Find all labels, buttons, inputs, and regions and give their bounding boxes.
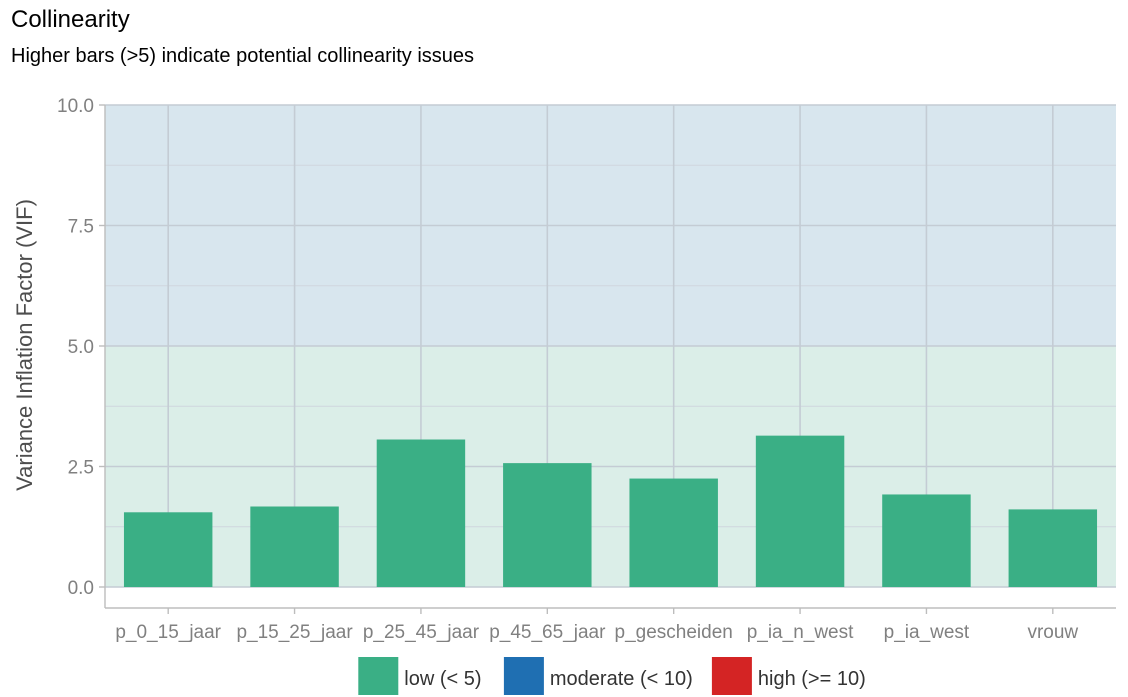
x-tick-label: p_45_65_jaar [489, 622, 606, 643]
bar-p_ia_west [882, 494, 971, 587]
y-tick-label: 2.5 [68, 458, 94, 479]
bar-p_gescheiden [629, 478, 718, 587]
y-axis-title: Variance Inflation Factor (VIF) [12, 199, 37, 491]
legend-label: high (>= 10) [758, 668, 866, 690]
chart-title: Collinearity [11, 6, 130, 33]
bar-p_45_65_jaar [503, 463, 592, 587]
y-tick-label: 5.0 [68, 337, 94, 358]
y-tick-label: 10.0 [57, 96, 94, 117]
legend-label: low (< 5) [404, 668, 481, 690]
x-tick-label: vrouw [1027, 622, 1078, 643]
bar-p_ia_n_west [755, 435, 845, 587]
x-tick-label: p_ia_n_west [747, 622, 854, 643]
legend-key-1 [503, 657, 544, 695]
bar-vrouw [1008, 509, 1098, 587]
y-tick-label: 7.5 [68, 217, 94, 238]
bar-p_0_15_jaar [123, 512, 213, 587]
chart-subtitle: Higher bars (>5) indicate potential coll… [11, 45, 475, 67]
x-tick-label: p_15_25_jaar [236, 622, 353, 643]
x-tick-label: p_gescheiden [615, 622, 733, 643]
legend-key-2 [711, 657, 752, 695]
x-tick-label: p_ia_west [884, 622, 970, 643]
y-tick-label: 0.0 [68, 578, 94, 599]
bar-p_15_25_jaar [250, 506, 339, 587]
legend-key-0 [358, 657, 399, 695]
legend-label: moderate (< 10) [550, 668, 693, 690]
x-tick-label: p_0_15_jaar [115, 622, 221, 643]
bar-p_25_45_jaar [376, 439, 466, 587]
x-tick-label: p_25_45_jaar [363, 622, 480, 643]
